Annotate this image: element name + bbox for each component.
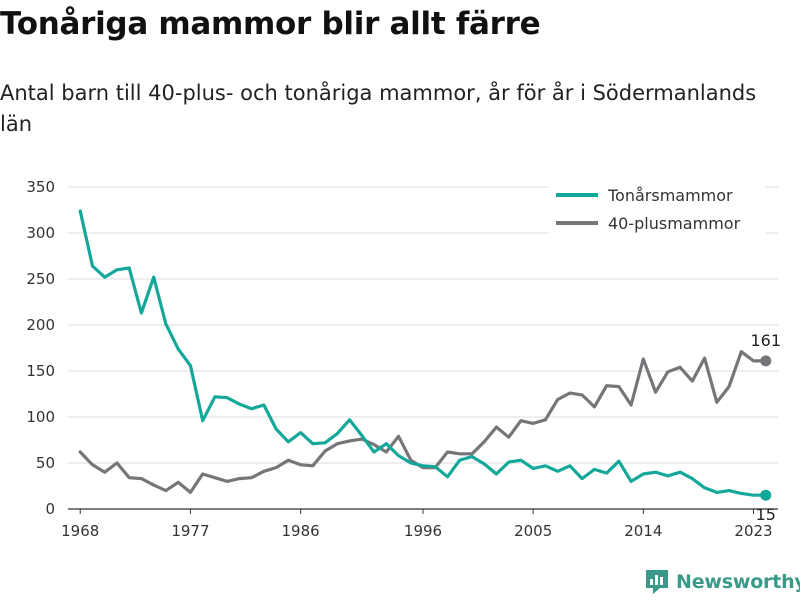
x-tick-label: 2023 xyxy=(734,522,772,540)
y-tick-label: 150 xyxy=(26,362,55,380)
y-tick-label: 0 xyxy=(45,500,55,518)
end-labels: 161 15 xyxy=(750,331,781,524)
y-tick-label: 100 xyxy=(26,408,55,426)
legend: Tonårsmammor 40-plusmammor xyxy=(548,180,766,236)
end-point-teen xyxy=(760,489,772,501)
series-line-teen xyxy=(78,209,768,497)
x-tick-label: 1986 xyxy=(281,522,319,540)
x-tick-label: 1996 xyxy=(404,522,442,540)
y-tick-label: 350 xyxy=(26,178,55,196)
legend-background xyxy=(548,180,766,236)
x-tick-label: 1968 xyxy=(61,522,99,540)
newsworthy-logo: Newsworthy xyxy=(644,568,800,596)
y-tick-label: 250 xyxy=(26,270,55,288)
end-label-plus40: 161 xyxy=(750,331,781,350)
x-tick-label: 2005 xyxy=(514,522,552,540)
x-tick-label: 1977 xyxy=(171,522,209,540)
axes: 0 50 100 150 200 250 300 350 1968 1977 1986 1996 200… xyxy=(26,178,778,540)
y-tick-label: 300 xyxy=(26,224,55,242)
legend-label-teen: Tonårsmammor xyxy=(607,186,733,205)
x-tick-label: 2014 xyxy=(624,522,662,540)
bar-chart-logo-icon xyxy=(646,570,668,594)
page-title: Tonåriga mammor blir allt färre xyxy=(0,6,541,42)
end-point-plus40 xyxy=(760,355,772,367)
page-subtitle: Antal barn till 40-plus- och tonåriga ma… xyxy=(0,81,757,136)
y-tick-label: 200 xyxy=(26,316,55,334)
logo-text: Newsworthy xyxy=(676,571,800,593)
series-lines xyxy=(78,209,772,501)
series-line-plus40 xyxy=(78,350,768,494)
legend-label-plus40: 40-plusmammor xyxy=(608,214,741,233)
end-label-teen: 15 xyxy=(756,505,776,524)
y-tick-label: 50 xyxy=(36,454,55,472)
